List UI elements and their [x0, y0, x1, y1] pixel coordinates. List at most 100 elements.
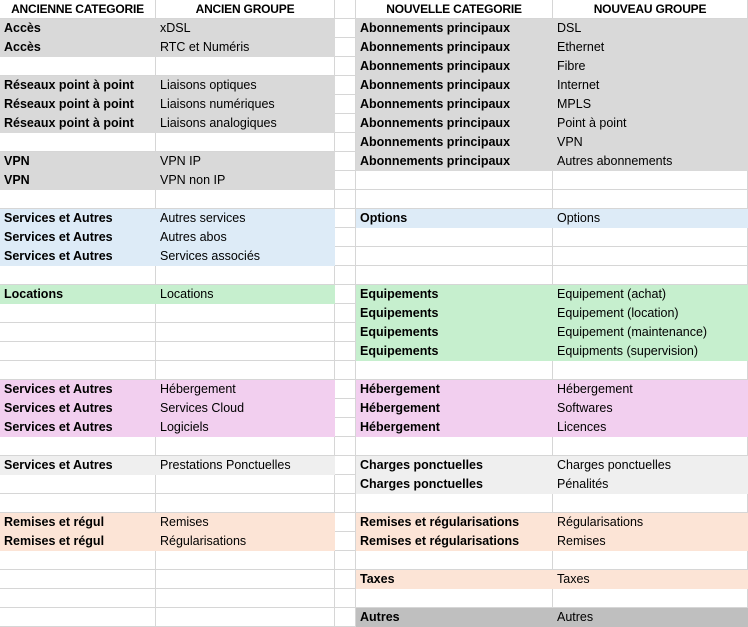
spacer-cell[interactable] [335, 361, 356, 380]
new-category-cell[interactable] [356, 589, 553, 608]
new-group-cell[interactable] [553, 361, 748, 380]
spacer-cell[interactable] [335, 228, 356, 247]
old-category-cell[interactable]: Services et Autres [0, 209, 156, 228]
new-group-cell[interactable] [553, 589, 748, 608]
new-category-cell[interactable]: Hébergement [356, 418, 553, 437]
old-group-cell[interactable] [156, 304, 335, 323]
old-group-cell[interactable]: Autres services [156, 209, 335, 228]
old-category-cell[interactable] [0, 570, 156, 589]
new-category-cell[interactable]: Charges ponctuelles [356, 456, 553, 475]
new-category-cell[interactable]: Taxes [356, 570, 553, 589]
old-group-cell[interactable] [156, 589, 335, 608]
old-group-cell[interactable] [156, 190, 335, 209]
new-group-cell[interactable] [553, 437, 748, 456]
new-category-cell[interactable]: Equipements [356, 323, 553, 342]
old-category-cell[interactable] [0, 342, 156, 361]
new-category-cell[interactable]: Abonnements principaux [356, 152, 553, 171]
old-group-cell[interactable] [156, 570, 335, 589]
old-category-cell[interactable] [0, 437, 156, 456]
new-group-cell[interactable]: Internet [553, 76, 748, 95]
old-category-cell[interactable]: VPN [0, 152, 156, 171]
old-group-cell[interactable] [156, 323, 335, 342]
new-category-cell[interactable]: Options [356, 209, 553, 228]
new-category-cell[interactable] [356, 266, 553, 285]
new-category-cell[interactable] [356, 171, 553, 190]
spacer-cell[interactable] [335, 57, 356, 76]
old-group-cell[interactable]: Prestations Ponctuelles [156, 456, 335, 475]
old-group-cell[interactable] [156, 342, 335, 361]
new-category-cell[interactable]: Abonnements principaux [356, 114, 553, 133]
new-group-cell[interactable]: Hébergement [553, 380, 748, 399]
spacer-cell[interactable] [335, 171, 356, 190]
new-group-cell[interactable]: Régularisations [553, 513, 748, 532]
new-category-cell[interactable]: Abonnements principaux [356, 76, 553, 95]
old-group-cell[interactable] [156, 57, 335, 76]
header-new-group[interactable]: NOUVEAU GROUPE [553, 0, 748, 19]
new-group-cell[interactable]: Equipement (maintenance) [553, 323, 748, 342]
old-category-cell[interactable]: Locations [0, 285, 156, 304]
new-category-cell[interactable] [356, 247, 553, 266]
new-group-cell[interactable]: DSL [553, 19, 748, 38]
old-group-cell[interactable]: Liaisons analogiques [156, 114, 335, 133]
old-category-cell[interactable]: Remises et régul [0, 532, 156, 551]
old-category-cell[interactable]: Services et Autres [0, 380, 156, 399]
old-category-cell[interactable]: Réseaux point à point [0, 95, 156, 114]
old-category-cell[interactable] [0, 475, 156, 494]
spacer-cell[interactable] [335, 494, 356, 513]
old-group-cell[interactable]: VPN IP [156, 152, 335, 171]
new-category-cell[interactable]: Hébergement [356, 380, 553, 399]
new-category-cell[interactable] [356, 361, 553, 380]
new-group-cell[interactable]: Softwares [553, 399, 748, 418]
old-category-cell[interactable]: Remises et régul [0, 513, 156, 532]
spacer-cell[interactable] [335, 532, 356, 551]
old-group-cell[interactable]: Hébergement [156, 380, 335, 399]
header-new-category[interactable]: NOUVELLE CATEGORIE [356, 0, 553, 19]
new-group-cell[interactable]: Equipement (location) [553, 304, 748, 323]
old-group-cell[interactable]: VPN non IP [156, 171, 335, 190]
spacer-cell[interactable] [335, 418, 356, 437]
old-category-cell[interactable] [0, 361, 156, 380]
old-group-cell[interactable]: Autres abos [156, 228, 335, 247]
old-group-cell[interactable]: Logiciels [156, 418, 335, 437]
new-group-cell[interactable]: Equipement (achat) [553, 285, 748, 304]
old-category-cell[interactable] [0, 133, 156, 152]
old-category-cell[interactable]: Accès [0, 38, 156, 57]
new-group-cell[interactable] [553, 494, 748, 513]
old-category-cell[interactable]: Services et Autres [0, 399, 156, 418]
old-group-cell[interactable]: Services Cloud [156, 399, 335, 418]
old-category-cell[interactable]: Accès [0, 19, 156, 38]
spacer-cell[interactable] [335, 266, 356, 285]
new-group-cell[interactable]: Pénalités [553, 475, 748, 494]
old-group-cell[interactable] [156, 494, 335, 513]
new-category-cell[interactable]: Abonnements principaux [356, 95, 553, 114]
old-group-cell[interactable]: Liaisons optiques [156, 76, 335, 95]
new-category-cell[interactable]: Remises et régularisations [356, 532, 553, 551]
old-group-cell[interactable] [156, 266, 335, 285]
new-category-cell[interactable]: Abonnements principaux [356, 133, 553, 152]
spacer-cell[interactable] [335, 437, 356, 456]
old-category-cell[interactable] [0, 551, 156, 570]
spacer-cell[interactable] [335, 380, 356, 399]
spacer-cell[interactable] [335, 133, 356, 152]
old-category-cell[interactable]: Réseaux point à point [0, 76, 156, 95]
new-group-cell[interactable]: MPLS [553, 95, 748, 114]
old-category-cell[interactable] [0, 304, 156, 323]
old-group-cell[interactable]: Régularisations [156, 532, 335, 551]
old-group-cell[interactable] [156, 133, 335, 152]
header-spacer-cell[interactable] [335, 0, 356, 19]
new-category-cell[interactable]: Abonnements principaux [356, 57, 553, 76]
old-category-cell[interactable]: Réseaux point à point [0, 114, 156, 133]
spacer-cell[interactable] [335, 209, 356, 228]
new-category-cell[interactable]: Charges ponctuelles [356, 475, 553, 494]
spacer-cell[interactable] [335, 570, 356, 589]
old-category-cell[interactable] [0, 266, 156, 285]
new-group-cell[interactable]: Charges ponctuelles [553, 456, 748, 475]
new-group-cell[interactable] [553, 266, 748, 285]
new-group-cell[interactable]: Autres abonnements [553, 152, 748, 171]
old-category-cell[interactable] [0, 589, 156, 608]
new-category-cell[interactable]: Equipements [356, 285, 553, 304]
new-category-cell[interactable]: Autres [356, 608, 553, 627]
spacer-cell[interactable] [335, 304, 356, 323]
new-group-cell[interactable] [553, 190, 748, 209]
new-category-cell[interactable]: Abonnements principaux [356, 38, 553, 57]
